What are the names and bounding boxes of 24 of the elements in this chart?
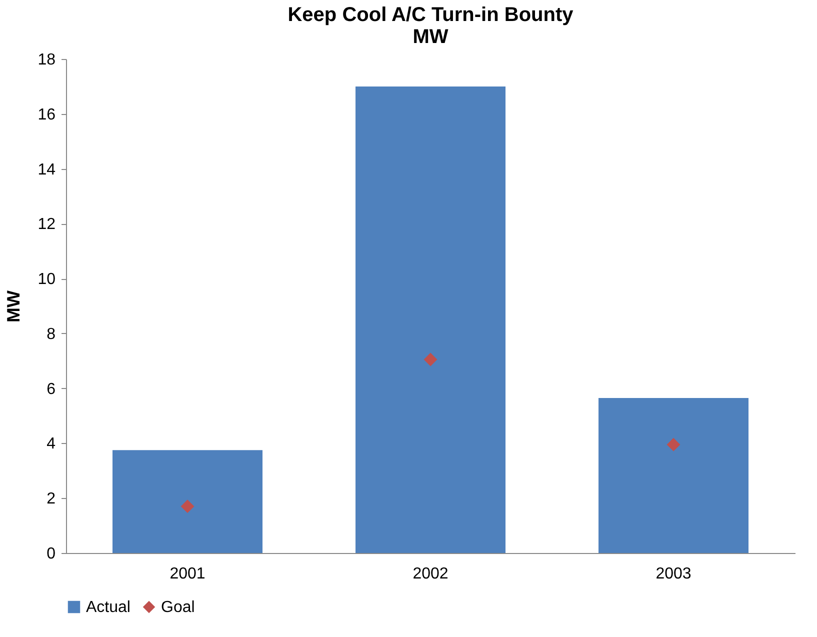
y-tick-label: 10 [38, 271, 56, 288]
y-tick-label: 14 [38, 161, 56, 178]
point [424, 352, 438, 366]
y-tick-label: 2 [46, 490, 56, 508]
text: Keep Cool A/C Turn-in Bounty [288, 4, 574, 26]
y-tick-label: 18 [38, 52, 56, 68]
point [180, 500, 194, 514]
y-tick-label: 12 [38, 216, 56, 234]
legend-label: Actual [86, 599, 130, 616]
legend-label: Goal [161, 599, 195, 616]
bar [598, 398, 748, 553]
x-tick-label: 2002 [412, 566, 448, 582]
y-axis-title: MW [4, 290, 24, 322]
y-tick-label: 8 [46, 326, 56, 343]
y-tick-label: 4 [46, 436, 56, 453]
bar [356, 86, 506, 553]
y-tick-label: 16 [38, 106, 56, 124]
text: MW [412, 26, 448, 48]
y-tick-label: 0 [46, 546, 56, 562]
x-tick-label: 2003 [656, 566, 692, 582]
y-tick-label: 6 [46, 380, 56, 398]
x-tick-label: 2001 [170, 566, 206, 582]
bar [112, 450, 262, 553]
point [666, 438, 680, 452]
